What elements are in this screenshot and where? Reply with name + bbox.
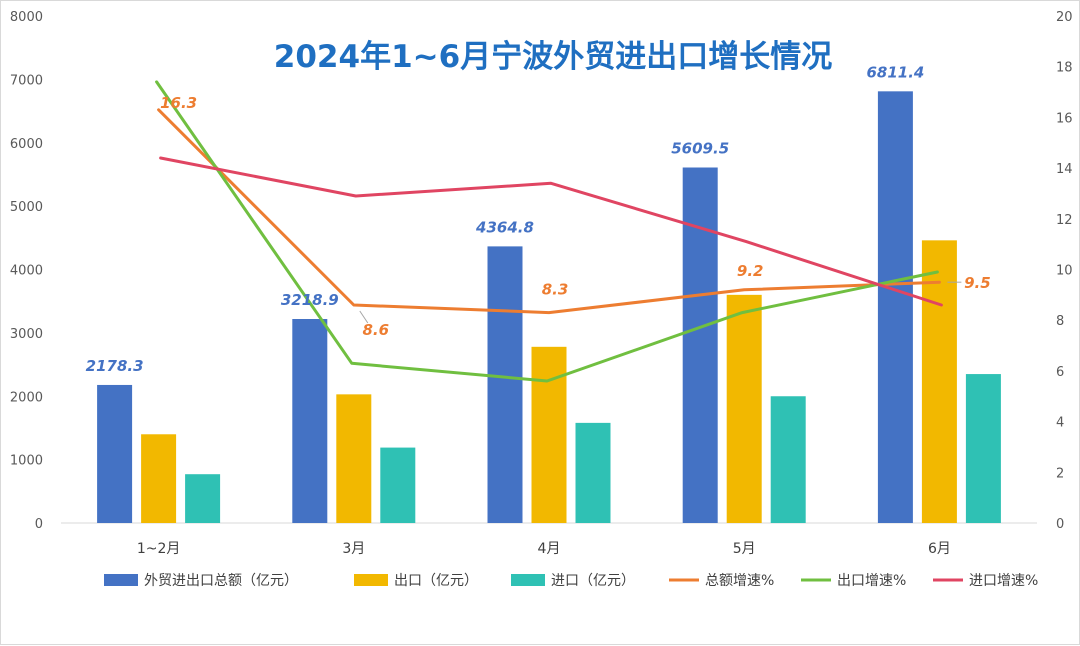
bar-data-label: 5609.5 bbox=[671, 139, 729, 157]
bar bbox=[380, 448, 415, 523]
y-right-tick-label: 16 bbox=[1056, 111, 1073, 126]
x-category-label: 6月 bbox=[928, 541, 951, 557]
legend-label: 进口增速% bbox=[969, 573, 1038, 589]
legend: 外贸进出口总额（亿元） 出口（亿元） 进口（亿元） 总额增速% 出口增速% 进口增速% bbox=[104, 573, 1038, 589]
legend-swatch bbox=[354, 574, 388, 586]
bar bbox=[683, 167, 718, 523]
x-category-label: 5月 bbox=[733, 541, 756, 557]
x-category-label: 1~2月 bbox=[137, 541, 181, 557]
data-labels: 2178.3 3218.9 4364.8 5609.5 6811.4 16.3 8.6 8.3… bbox=[86, 63, 991, 375]
line-data-label: 9.2 bbox=[737, 262, 764, 280]
legend-swatch bbox=[511, 574, 545, 586]
chart-title: 2024年1~6月宁波外贸进出口增长情况 bbox=[274, 39, 832, 75]
y-right-tick-label: 10 bbox=[1056, 264, 1073, 279]
line-data-label: 8.6 bbox=[363, 321, 390, 339]
y-left-tick-label: 2000 bbox=[10, 390, 43, 405]
legend-label: 进口（亿元） bbox=[551, 573, 635, 589]
y-right-tick-label: 8 bbox=[1056, 314, 1064, 329]
bar bbox=[141, 434, 176, 523]
line-data-label: 9.5 bbox=[964, 274, 991, 292]
legend-label: 外贸进出口总额（亿元） bbox=[144, 573, 298, 589]
y-left-tick-label: 6000 bbox=[10, 137, 43, 152]
bar bbox=[727, 295, 762, 523]
bar bbox=[532, 347, 567, 523]
bar-data-label: 6811.4 bbox=[866, 63, 924, 81]
bar-data-label: 3218.9 bbox=[281, 291, 339, 309]
bar bbox=[185, 474, 220, 523]
legend-swatch bbox=[104, 574, 138, 586]
line-series-path bbox=[157, 82, 938, 381]
y-left-tick-label: 1000 bbox=[10, 454, 43, 469]
y-left-tick-label: 0 bbox=[35, 517, 43, 532]
y-right-tick-label: 20 bbox=[1056, 10, 1073, 25]
bar-series bbox=[97, 91, 1001, 523]
bar bbox=[966, 374, 1001, 523]
legend-label: 出口（亿元） bbox=[394, 573, 478, 589]
bar bbox=[336, 394, 371, 523]
y-left-tick-label: 7000 bbox=[10, 73, 43, 88]
y-left-tick-label: 8000 bbox=[10, 10, 43, 25]
y-right-tick-label: 6 bbox=[1056, 365, 1064, 380]
bar bbox=[878, 91, 913, 523]
legend-label: 总额增速% bbox=[705, 573, 774, 589]
y-right-tick-label: 0 bbox=[1056, 517, 1064, 532]
line-data-label: 16.3 bbox=[160, 94, 197, 112]
bar bbox=[292, 319, 327, 523]
y-right-tick-label: 18 bbox=[1056, 61, 1073, 76]
bar bbox=[771, 396, 806, 523]
bar bbox=[576, 423, 611, 523]
y-right-tick-label: 2 bbox=[1056, 466, 1064, 481]
line-data-label: 8.3 bbox=[542, 281, 569, 299]
y-right-tick-label: 4 bbox=[1056, 416, 1064, 431]
y-right-tick-label: 12 bbox=[1056, 213, 1073, 228]
legend-label: 出口增速% bbox=[837, 573, 906, 589]
x-category-label: 4月 bbox=[538, 541, 561, 557]
x-category-label: 3月 bbox=[342, 541, 365, 557]
y-left-tick-label: 5000 bbox=[10, 200, 43, 215]
y-left-tick-label: 4000 bbox=[10, 264, 43, 279]
bar-data-label: 4364.8 bbox=[475, 218, 534, 236]
bar bbox=[97, 385, 132, 523]
bar bbox=[488, 246, 523, 523]
y-left-tick-label: 3000 bbox=[10, 327, 43, 342]
bar-data-label: 2178.3 bbox=[86, 357, 144, 375]
line-series bbox=[157, 82, 942, 381]
y-right-tick-label: 14 bbox=[1056, 162, 1073, 177]
